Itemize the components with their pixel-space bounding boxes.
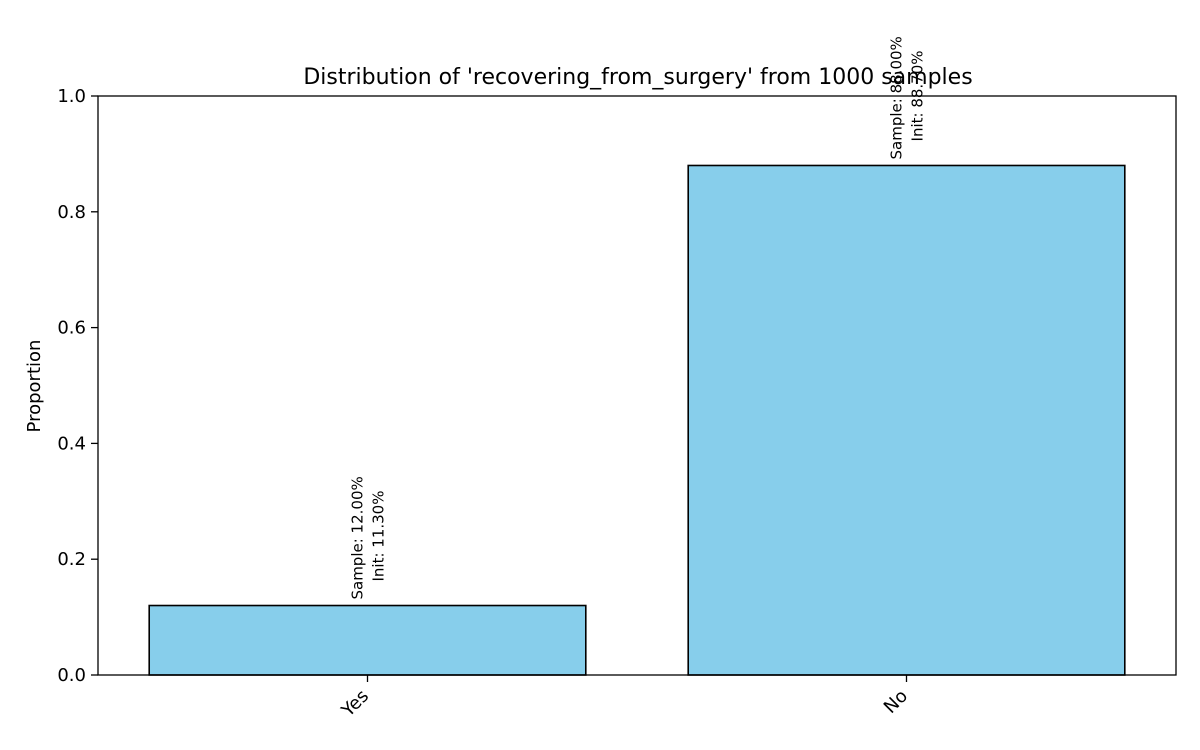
y-axis-label: Proportion	[24, 340, 45, 433]
annotation-init: Init: 11.30%	[370, 491, 388, 582]
bar-yes	[148, 604, 587, 676]
y-tick-label: 0.0	[57, 665, 86, 686]
x-axis-ticks: Yes No	[337, 675, 912, 722]
bars	[148, 164, 1126, 676]
chart-title: Distribution of 'recovering_from_surgery…	[303, 65, 972, 90]
annotation-sample: Sample: 12.00%	[349, 476, 367, 599]
y-axis-ticks: 0.0 0.2 0.4 0.6 0.8 1.0	[57, 86, 98, 686]
y-tick-label: 0.2	[57, 549, 86, 570]
annotation-sample: Sample: 88.00%	[888, 36, 906, 159]
x-tick-label: Yes	[337, 686, 373, 722]
y-tick-label: 0.4	[57, 433, 86, 454]
bar-no	[687, 164, 1126, 676]
y-tick-label: 0.8	[57, 202, 86, 223]
plot-area-frame	[97, 95, 1177, 676]
y-tick-label: 1.0	[57, 86, 86, 107]
y-tick-label: 0.6	[57, 318, 86, 339]
x-tick-label: No	[880, 686, 912, 718]
